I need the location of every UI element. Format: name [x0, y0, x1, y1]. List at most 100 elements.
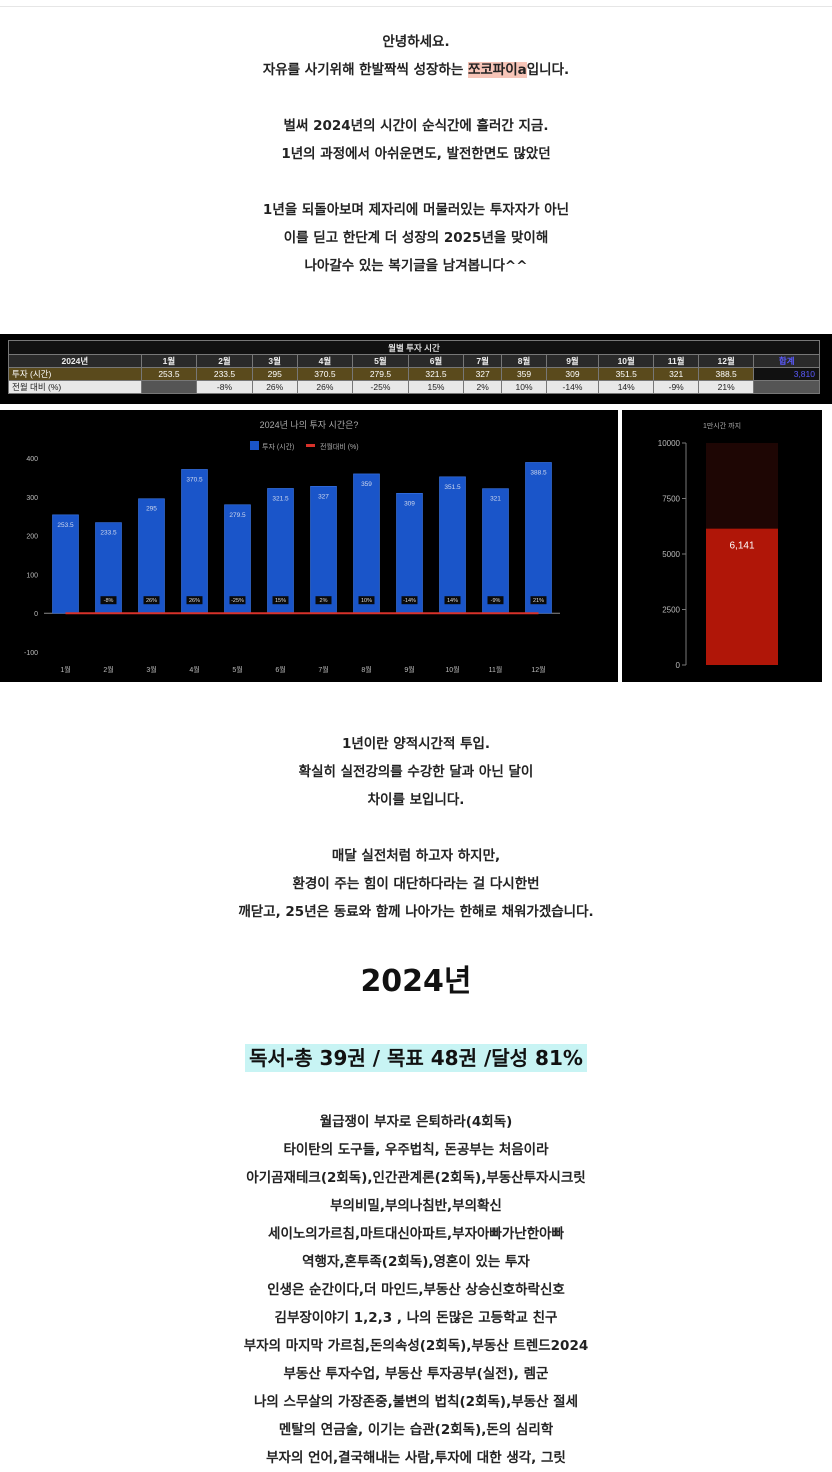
book-line: 아기곰재테크(2회독),인간관계론(2회독),부동산투자시크릿 — [246, 1170, 586, 1186]
middle-line: 환경이 주는 힘이 대단하다라는 걸 다시한번 — [292, 876, 540, 892]
chart-title: 2024년 나의 투자 시간은? — [260, 420, 359, 430]
gauge-tick-label: 7500 — [662, 495, 680, 504]
intro-line: 1년을 되돌아보며 제자리에 머물러있는 투자자가 아닌 — [262, 202, 570, 218]
monthly-hours-table: 월별 투자 시간 2024년 1월 2월 3월 4월 5월 6월 7월 8월 9월 10월 11월 12… — [8, 340, 820, 394]
book-line: 부의비밀,부의나침반,부의확신 — [330, 1198, 502, 1214]
book-list: 월급쟁이 부자로 은퇴하라(4회독) 타이탄의 도구들, 우주법칙, 돈공부는 처… — [0, 1108, 832, 1472]
y-tick-label: 0 — [34, 611, 38, 618]
table-hours-cell: 309 — [546, 367, 599, 381]
middle-line: 차이를 보입니다. — [367, 792, 465, 808]
intro-line — [0, 168, 832, 196]
bar-value-label: 321.5 — [272, 495, 289, 502]
table-header-row: 2024년 1월 2월 3월 4월 5월 6월 7월 8월 9월 10월 11월 12월 합계 — [8, 354, 820, 368]
intro-paragraph: 안녕하세요. 자유를 사기위해 한발짝씩 성장하는 쪼코파이a입니다. 벌써 202… — [0, 28, 832, 280]
table-month-header: 7월 — [463, 354, 503, 368]
legend-swatch-mom — [306, 444, 315, 447]
gauge-tick-label: 10000 — [658, 439, 681, 448]
table-month-header: 2월 — [196, 354, 253, 368]
table-month-header: 8월 — [501, 354, 547, 368]
mom-label-bg — [530, 596, 547, 605]
x-tick-label: 1월 — [60, 665, 70, 674]
table-hours-cell: 359 — [501, 367, 547, 381]
table-hours-cell: 351.5 — [597, 367, 655, 381]
bar — [353, 473, 380, 614]
table-mom-cell: 10% — [501, 380, 547, 394]
table-row-label: 투자 (시간) — [8, 367, 142, 381]
x-tick-label: 3월 — [146, 665, 156, 674]
mom-label-bg — [358, 596, 375, 605]
table-month-header: 12월 — [697, 354, 755, 368]
table-row-label: 전월 대비 (%) — [8, 380, 142, 394]
intro-line: 안녕하세요. — [382, 34, 450, 50]
bar-value-label: 279.5 — [229, 512, 246, 519]
gauge-title: 1만시간 까지 — [703, 421, 741, 430]
bar-value-label: 321 — [490, 496, 501, 503]
book-line: 나의 스무살의 가장존중,불변의 법칙(2회독),부동산 절세 — [253, 1394, 579, 1410]
mom-value-label: -25% — [231, 598, 244, 604]
x-tick-label: 11월 — [489, 665, 503, 674]
ten-thousand-hours-panel: 1만시간 까지 0 2500 5000 7500 10000 6,141 — [622, 410, 822, 682]
table-hours-cell: 233.5 — [196, 367, 253, 381]
bar-value-label: 359 — [361, 481, 372, 488]
middle-line: 확실히 실전강의를 수강한 달과 아닌 달이 — [298, 764, 534, 780]
bar — [267, 488, 294, 614]
table-hours-cell: 370.5 — [296, 367, 354, 381]
mom-value-label: -9% — [491, 598, 501, 604]
intro-line: 벌써 2024년의 시간이 순식간에 흘러간 지금. — [283, 118, 549, 134]
middle-line: 1년이란 양적시간적 투입. — [341, 736, 491, 752]
x-tick-label: 10월 — [445, 665, 459, 674]
table-mom-cell: -25% — [352, 380, 409, 394]
bar — [181, 469, 208, 614]
x-tick-label: 7월 — [318, 665, 328, 674]
book-line: 세이노의가르침,마트대신아파트,부자아빠가난한아빠 — [268, 1226, 564, 1242]
table-hours-cell: 279.5 — [352, 367, 409, 381]
table-sum-cell: 3,810 — [753, 367, 820, 381]
table-sum-header: 합계 — [753, 354, 820, 368]
table-mom-cell: -9% — [653, 380, 699, 394]
table-month-header: 4월 — [296, 354, 354, 368]
x-tick-label: 6월 — [275, 665, 285, 674]
table-hours-cell: 327 — [463, 367, 503, 381]
gauge-tick-label: 2500 — [662, 606, 680, 615]
monthly-bar-chart: 2024년 나의 투자 시간은? 투자 (시간) 전월대비 (%) -100 0 100 2… — [24, 420, 560, 674]
gauge-value-label: 6,141 — [729, 541, 754, 552]
table-mom-cell: -8% — [196, 380, 253, 394]
table-row-hours: 투자 (시간) 253.5 233.5 295 370.5 279.5 321.5 327 35… — [8, 367, 820, 381]
bar-value-label: 351.5 — [444, 484, 461, 491]
mom-label-bg — [143, 596, 160, 605]
mom-label-bg — [229, 596, 246, 605]
table-month-header: 6월 — [407, 354, 465, 368]
bar-value-label: 233.5 — [100, 530, 117, 537]
y-tick-label: 100 — [26, 572, 38, 579]
bar — [52, 514, 79, 614]
table-hours-cell: 388.5 — [697, 367, 755, 381]
table-mom-cell: 14% — [597, 380, 655, 394]
book-line: 역행자,혼투족(2회독),영혼이 있는 투자 — [302, 1254, 530, 1270]
x-tick-label: 2월 — [103, 665, 113, 674]
intro-line — [0, 84, 832, 112]
book-line: 부자의 마지막 가르침,돈의속성(2회독),부동산 트렌드2024 — [243, 1338, 589, 1354]
monthly-hours-table-panel: 월별 투자 시간 2024년 1월 2월 3월 4월 5월 6월 7월 8월 9월 10월 11월 12… — [0, 334, 832, 404]
year-heading: 2024년 — [360, 964, 472, 999]
gauge-tick-label: 0 — [676, 661, 681, 670]
x-tick-label: 9월 — [404, 665, 414, 674]
mom-label-bg — [100, 596, 117, 605]
table-month-header: 10월 — [597, 354, 655, 368]
mom-value-label: 21% — [533, 598, 544, 604]
x-tick-label: 5월 — [232, 665, 242, 674]
y-tick-label: 300 — [26, 495, 38, 502]
x-tick-label: 4월 — [189, 665, 199, 674]
monthly-bar-chart-panel: 2024년 나의 투자 시간은? 투자 (시간) 전월대비 (%) -100 0 100 2… — [0, 410, 618, 682]
mom-label-bg — [401, 596, 418, 605]
mom-label-bg — [487, 596, 504, 605]
mom-value-label: 14% — [447, 598, 458, 604]
bar — [310, 486, 337, 614]
bar — [224, 504, 251, 614]
reading-heading-wrap: 독서-총 39권 / 목표 48권 /달성 81% — [0, 1042, 832, 1072]
table-row-mom: 전월 대비 (%) -8% 26% 26% -25% 15% 2% 10% -14% 14% -9%… — [8, 380, 820, 394]
table-month-header: 1월 — [140, 354, 198, 368]
book-line: 부자의 언어,결국해내는 사람,투자에 대한 생각, 그릿 — [266, 1450, 566, 1466]
legend-label-hours: 투자 (시간) — [262, 442, 294, 451]
x-tick-label: 8월 — [361, 665, 371, 674]
book-line: 멘탈의 연금술, 이기는 습관(2회독),돈의 심리학 — [278, 1422, 554, 1438]
